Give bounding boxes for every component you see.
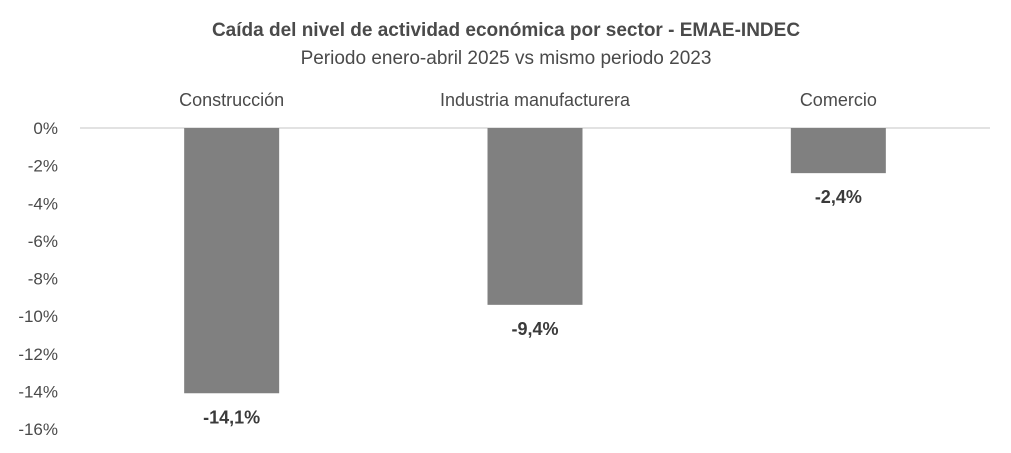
data-label: -9,4% <box>511 319 558 339</box>
category-label: Construcción <box>179 90 284 110</box>
y-tick-label: -10% <box>18 307 58 326</box>
bars-layer <box>184 128 886 394</box>
bar <box>184 128 280 394</box>
y-tick-label: -12% <box>18 345 58 364</box>
labels-layer: 0% -2% -4% -6% -8% -10% -12% -14% -16% Construcci… <box>18 90 877 439</box>
y-tick-label: -8% <box>28 270 58 289</box>
y-tick-label: 0% <box>33 119 58 138</box>
bar <box>487 128 583 305</box>
y-tick-label: -14% <box>18 382 58 401</box>
y-tick-label: -6% <box>28 232 58 251</box>
chart-subtitle: Periodo enero-abril 2025 vs mismo period… <box>301 48 712 69</box>
category-label: Industria manufacturera <box>440 90 631 110</box>
chart-title: Caída del nivel de actividad económica p… <box>212 20 800 41</box>
y-tick-label: -16% <box>18 420 58 439</box>
data-label: -2,4% <box>815 187 862 207</box>
y-tick-label: -4% <box>28 194 58 213</box>
data-label: -14,1% <box>203 407 260 427</box>
category-label: Comercio <box>800 90 877 110</box>
y-tick-label: -2% <box>28 157 58 176</box>
bar <box>790 128 886 174</box>
